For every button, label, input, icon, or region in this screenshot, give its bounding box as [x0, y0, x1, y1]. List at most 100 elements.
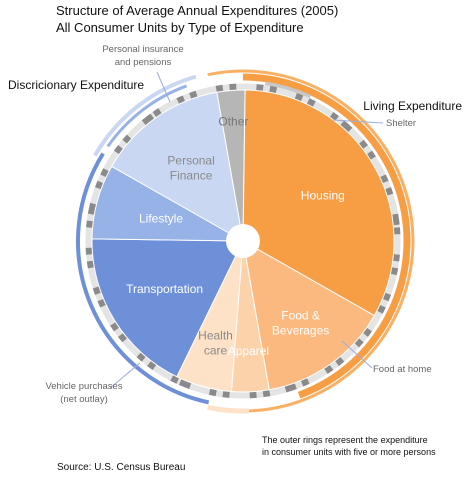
annotation-label-1: Shelter: [386, 118, 416, 129]
tick-mark: [382, 292, 391, 302]
annotation-line: Vehicle purchases: [45, 381, 122, 392]
tick-mark: [95, 180, 104, 190]
tick-mark: [366, 150, 376, 161]
slice-label-3: Apparel: [228, 344, 269, 358]
slice-label-line: care: [204, 343, 228, 357]
annotation-label-0: Personal insurance and pensions: [102, 44, 183, 68]
outer-ring-lifestyle: [106, 84, 188, 148]
tick-mark: [306, 98, 316, 108]
tick-mark: [215, 84, 224, 93]
slice-label-1: Housing: [301, 188, 345, 202]
tick-mark: [136, 351, 147, 362]
pie-slices: [91, 89, 395, 393]
tick-mark: [141, 113, 155, 126]
tick-mark: [113, 145, 124, 155]
tick-mark: [294, 93, 304, 102]
rings-note-line: The outer rings represent the expenditur…: [262, 435, 428, 445]
annotation-label-3: Vehicle purchases (net outlay): [45, 381, 122, 405]
pie-slice-1: [242, 89, 395, 317]
tick-mark: [222, 390, 230, 398]
pie-slice-2: [242, 240, 375, 391]
slice-label-0: Other: [218, 114, 248, 128]
source-credit: Source: U.S. Census Bureau: [57, 462, 185, 473]
rings-note-text: The outer rings represent the expenditur…: [262, 435, 436, 457]
center-hole: [226, 224, 260, 258]
tick-mark: [208, 387, 217, 397]
outer-rings: [76, 69, 415, 414]
rings-note-line: in consumer units with five or more pers…: [262, 447, 436, 457]
tick-mark: [362, 327, 373, 337]
tick-mark: [97, 298, 107, 308]
tick-mark: [92, 286, 102, 295]
slice-label-line: Finance: [170, 169, 213, 183]
annotation-line: and pensions: [115, 57, 172, 68]
tick-mark: [87, 202, 97, 215]
tick-mark: [389, 267, 399, 276]
tick-mark: [284, 382, 297, 393]
tick-mark: [339, 120, 353, 133]
annotation-leader: [332, 119, 384, 124]
slice-label-line: Transportation: [126, 282, 203, 296]
annotation-leader: [156, 71, 171, 103]
tick-mark: [334, 356, 345, 366]
tick-mark: [379, 174, 389, 184]
tick-mark: [110, 321, 120, 332]
outer-ring-finance: [93, 74, 197, 157]
tick-ring: [85, 83, 401, 399]
pie-slice-5: [91, 238, 244, 378]
tick-ring-base: [85, 83, 401, 399]
annotation-line: Food at home: [373, 364, 432, 375]
slice-label-line: Food &: [281, 309, 320, 323]
chart-subtitle: All Consumer Units by Type of Expenditur…: [56, 20, 304, 35]
tick-mark: [353, 337, 364, 348]
tick-mark: [86, 220, 94, 228]
slice-label-line: Lifestyle: [139, 212, 183, 226]
slice-label-line: Apparel: [228, 344, 269, 358]
annotation-label-2: Food at home: [373, 364, 432, 375]
chart-title: Structure of Average Annual Expenditures…: [56, 3, 338, 18]
slice-label-4: Health care: [198, 328, 233, 357]
tick-mark: [376, 304, 386, 314]
annotations: Personal insurance and pensions Shelter Foo…: [45, 44, 431, 405]
slice-label-line: Housing: [301, 188, 345, 202]
tick-mark: [269, 85, 278, 95]
tick-mark: [256, 84, 264, 92]
tick-mark: [86, 260, 95, 269]
slice-label-7: Personal Finance: [167, 154, 214, 183]
pie-slice-7: [111, 91, 244, 242]
tick-mark: [323, 364, 334, 374]
tick-mark: [329, 111, 339, 122]
outer-ring-transport: [76, 152, 210, 405]
tick-mark: [189, 90, 198, 100]
slice-label-6: Lifestyle: [139, 212, 183, 226]
annotation-line: Shelter: [386, 118, 416, 129]
tick-mark: [392, 254, 400, 262]
slice-label-2: Food & Beverages: [272, 309, 329, 338]
outer-ring-shelter: [264, 81, 312, 99]
tick-mark: [358, 139, 368, 150]
slice-label-5: Transportation: [126, 282, 203, 296]
tick-mark: [384, 187, 394, 196]
annotation-leader: [341, 340, 373, 369]
slice-label-line: Beverages: [272, 324, 329, 338]
tick-mark: [100, 168, 110, 178]
slice-label-line: Personal: [167, 154, 214, 168]
annotation-leader: [109, 362, 141, 389]
tick-mark: [152, 108, 163, 118]
group-label-discretionary: Discricionary Expenditure: [8, 78, 144, 92]
tick-mark: [147, 360, 157, 371]
annotation-line: (net outlay): [60, 394, 108, 405]
annotation-line: Personal insurance: [102, 44, 183, 55]
tick-mark: [176, 95, 186, 105]
outer-ring-living: [242, 73, 411, 399]
tick-mark: [178, 378, 192, 389]
rings-note: The outer rings represent the expenditur…: [262, 435, 436, 457]
tick-mark: [300, 377, 310, 387]
tick-mark: [262, 389, 271, 398]
group-label-living: Living Expenditure: [363, 99, 462, 113]
slice-label-line: Health: [198, 328, 233, 342]
tick-mark: [118, 332, 128, 343]
tick-mark: [391, 213, 400, 226]
